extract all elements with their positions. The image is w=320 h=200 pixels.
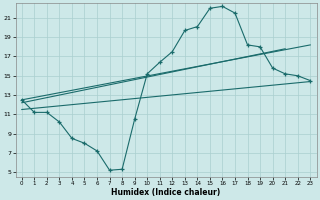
X-axis label: Humidex (Indice chaleur): Humidex (Indice chaleur) — [111, 188, 221, 197]
